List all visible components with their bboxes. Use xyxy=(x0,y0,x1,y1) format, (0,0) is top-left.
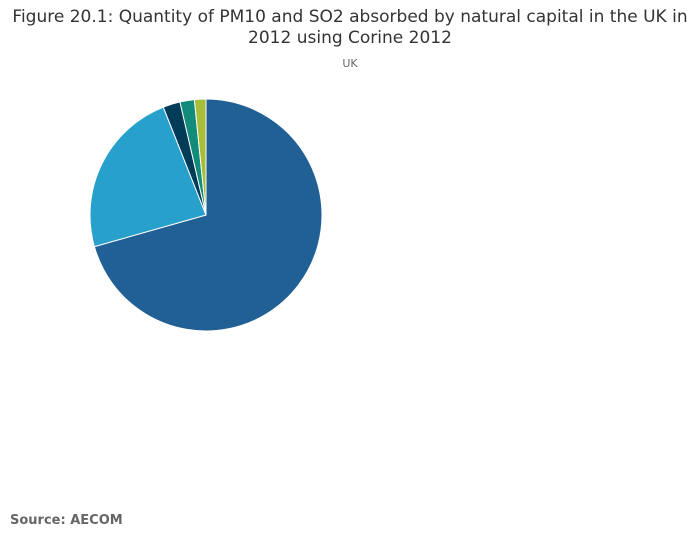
chart-subtitle: UK xyxy=(342,57,358,70)
source-note: Source: AECOM xyxy=(10,513,123,528)
pie-slice-1[interactable] xyxy=(93,98,323,332)
chart-title: Figure 20.1: Quantity of PM10 and SO2 ab… xyxy=(12,7,688,48)
pie-slice-5[interactable] xyxy=(193,98,207,216)
